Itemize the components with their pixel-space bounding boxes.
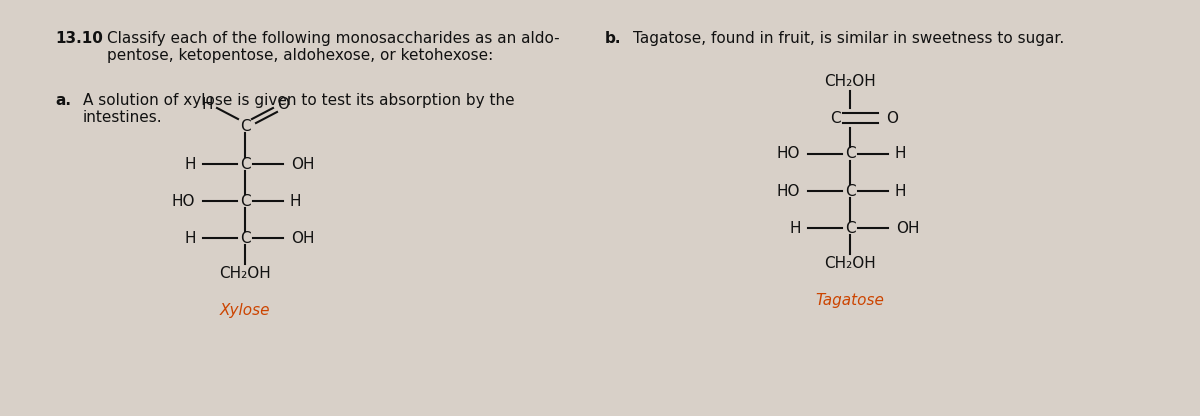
Text: a.: a. xyxy=(55,93,71,108)
Text: A solution of xylose is given to test its absorption by the
intestines.: A solution of xylose is given to test it… xyxy=(83,93,515,125)
Text: C: C xyxy=(829,111,840,126)
Text: O: O xyxy=(277,97,289,111)
Text: Classify each of the following monosaccharides as an aldo-
pentose, ketopentose,: Classify each of the following monosacch… xyxy=(107,31,559,63)
Text: CH₂OH: CH₂OH xyxy=(824,257,876,272)
Text: CH₂OH: CH₂OH xyxy=(220,267,271,282)
Text: OH: OH xyxy=(292,230,314,245)
Text: C: C xyxy=(240,193,251,208)
Text: H: H xyxy=(185,230,196,245)
Text: C: C xyxy=(240,119,251,134)
Text: H: H xyxy=(202,97,212,111)
Text: Tagatose, found in fruit, is similar in sweetness to sugar.: Tagatose, found in fruit, is similar in … xyxy=(634,31,1064,46)
Text: H: H xyxy=(894,146,906,161)
Text: CH₂OH: CH₂OH xyxy=(824,74,876,89)
Text: C: C xyxy=(845,146,856,161)
Text: C: C xyxy=(845,220,856,235)
Text: Tagatose: Tagatose xyxy=(816,294,884,309)
Text: HO: HO xyxy=(776,146,799,161)
Text: C: C xyxy=(845,183,856,198)
Text: b.: b. xyxy=(605,31,622,46)
Text: C: C xyxy=(240,156,251,171)
Text: H: H xyxy=(185,156,196,171)
Text: H: H xyxy=(790,220,800,235)
Text: Xylose: Xylose xyxy=(220,304,270,319)
Text: HO: HO xyxy=(776,183,799,198)
Text: 13.10: 13.10 xyxy=(55,31,103,46)
Text: H: H xyxy=(894,183,906,198)
Text: H: H xyxy=(289,193,301,208)
Text: HO: HO xyxy=(172,193,194,208)
Text: C: C xyxy=(240,230,251,245)
Text: OH: OH xyxy=(292,156,314,171)
Text: OH: OH xyxy=(896,220,919,235)
Text: O: O xyxy=(886,111,898,126)
